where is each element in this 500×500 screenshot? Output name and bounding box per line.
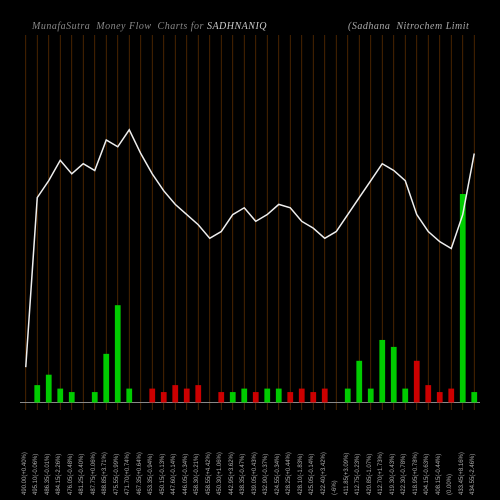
chart-background xyxy=(20,35,480,410)
x-label: 446.05(-0.34%) xyxy=(183,454,189,495)
x-label: 412.70(+1.73%) xyxy=(378,452,384,495)
x-label: 458.55(+4.42%) xyxy=(206,452,212,495)
x-label: 490.00(+0.40%) xyxy=(22,452,28,495)
x-label: 486.35(-0.01%) xyxy=(45,454,51,495)
x-label: 425.05(-0.14%) xyxy=(309,454,315,495)
x-label: 411.85(+3.09%) xyxy=(344,453,350,495)
x-label: 420.85(-1.07%) xyxy=(367,454,373,495)
x-label: 495.10(-0.06%) xyxy=(33,454,39,495)
x-label: 475.55(-0.99%) xyxy=(114,454,120,495)
x-label: 450.30(+1.06%) xyxy=(217,452,223,495)
title-symbol: SADHNANIQ xyxy=(207,21,267,32)
x-label: 428.10(-1.83%) xyxy=(298,454,304,495)
x-label: 453.35(-0.94%) xyxy=(148,454,154,495)
x-label: 471.70(+0.74%) xyxy=(125,452,131,495)
x-label: 476.05(-0.48%) xyxy=(68,454,74,495)
x-label: 442.95(+3.62%) xyxy=(229,452,235,495)
x-label: 484.15(-2.26%) xyxy=(56,454,62,495)
x-label: 404.15(-0.63%) xyxy=(424,454,430,495)
x-label: 432.90(-0.37%) xyxy=(263,454,269,495)
chart-container: MunafaSutra Money Flow Charts for SADHNA… xyxy=(0,0,500,500)
x-label: 424.55(-0.34%) xyxy=(275,454,281,495)
x-label: (-6%) xyxy=(332,480,338,495)
x-label: 438.35(-0.47%) xyxy=(240,454,246,495)
x-label: 458.30(-0.21%) xyxy=(194,454,200,495)
x-label: 450.15(-0.13%) xyxy=(160,454,166,495)
x-label: 439.05(+0.43%) xyxy=(252,452,258,495)
x-label: 419.30(-0.43%) xyxy=(390,454,396,495)
x-axis-labels: 490.00(+0.40%) 495.10(-0.06%) 486.35(-0.01… xyxy=(20,415,480,495)
x-label: 447.60(-0.14%) xyxy=(171,454,177,495)
title-prefix: MunafaSutra Money Flow Charts for xyxy=(32,21,207,32)
x-label: 487.75(+0.06%) xyxy=(91,452,97,495)
x-label: 408.15(-0.44%) xyxy=(436,454,442,495)
x-label: 418.95(+0.78%) xyxy=(413,452,419,495)
x-label: 412.75(-0.23%) xyxy=(355,454,361,495)
x-label: 488.85(+3.71%) xyxy=(102,452,108,495)
x-label: 434.55(-2.46%) xyxy=(470,454,476,495)
x-label: 422.30(-0.78%) xyxy=(401,454,407,495)
x-label: 467.35(+0.64%) xyxy=(137,452,143,495)
x-label: (0.00%) xyxy=(447,474,453,495)
title-suffix: (Sadhana Nitrochem Limit xyxy=(267,21,469,32)
money-flow-chart xyxy=(20,35,480,410)
x-label: 481.25(-0.40%) xyxy=(79,454,85,495)
x-label: 428.25(+0.44%) xyxy=(286,452,292,495)
x-label: 422.40(+3.42%) xyxy=(321,452,327,495)
x-label: 433.45(+8.16%) xyxy=(459,452,465,495)
